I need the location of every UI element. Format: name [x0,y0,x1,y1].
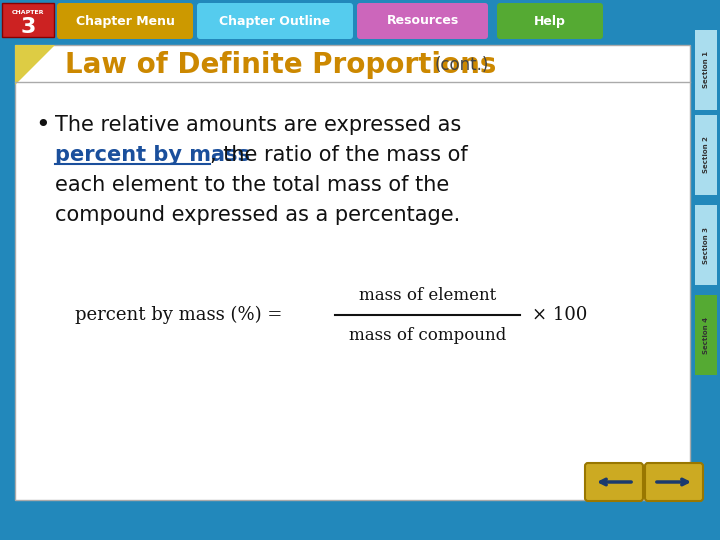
Text: Chapter Menu: Chapter Menu [76,15,174,28]
Text: CHAPTER: CHAPTER [12,10,44,16]
Text: compound expressed as a percentage.: compound expressed as a percentage. [55,205,460,225]
Text: Section 4: Section 4 [703,316,709,354]
Text: × 100: × 100 [532,306,588,324]
FancyBboxPatch shape [15,45,690,500]
Text: Section 3: Section 3 [703,226,709,264]
FancyBboxPatch shape [645,463,703,501]
FancyBboxPatch shape [585,463,643,501]
FancyBboxPatch shape [695,30,717,110]
Text: , the ratio of the mass of: , the ratio of the mass of [210,145,468,165]
FancyBboxPatch shape [57,3,193,39]
FancyBboxPatch shape [2,3,54,37]
Polygon shape [15,45,55,85]
Text: percent by mass: percent by mass [55,145,250,165]
FancyBboxPatch shape [357,3,488,39]
FancyBboxPatch shape [695,115,717,195]
Text: (cont.): (cont.) [435,56,490,74]
FancyBboxPatch shape [695,295,717,375]
Text: •: • [35,113,50,137]
Text: 3: 3 [20,17,36,37]
Text: Law of Definite Proportions: Law of Definite Proportions [65,51,496,79]
Text: percent by mass (%) =: percent by mass (%) = [75,306,282,324]
FancyBboxPatch shape [695,205,717,285]
FancyBboxPatch shape [497,3,603,39]
Text: each element to the total mass of the: each element to the total mass of the [55,175,449,195]
FancyBboxPatch shape [197,3,353,39]
Text: Resources: Resources [387,15,459,28]
Text: mass of element: mass of element [359,287,496,303]
Text: Help: Help [534,15,566,28]
Text: Section 2: Section 2 [703,137,709,173]
Text: Section 1: Section 1 [703,51,709,89]
Text: Chapter Outline: Chapter Outline [220,15,330,28]
Text: mass of compound: mass of compound [349,327,506,343]
Text: The relative amounts are expressed as: The relative amounts are expressed as [55,115,462,135]
